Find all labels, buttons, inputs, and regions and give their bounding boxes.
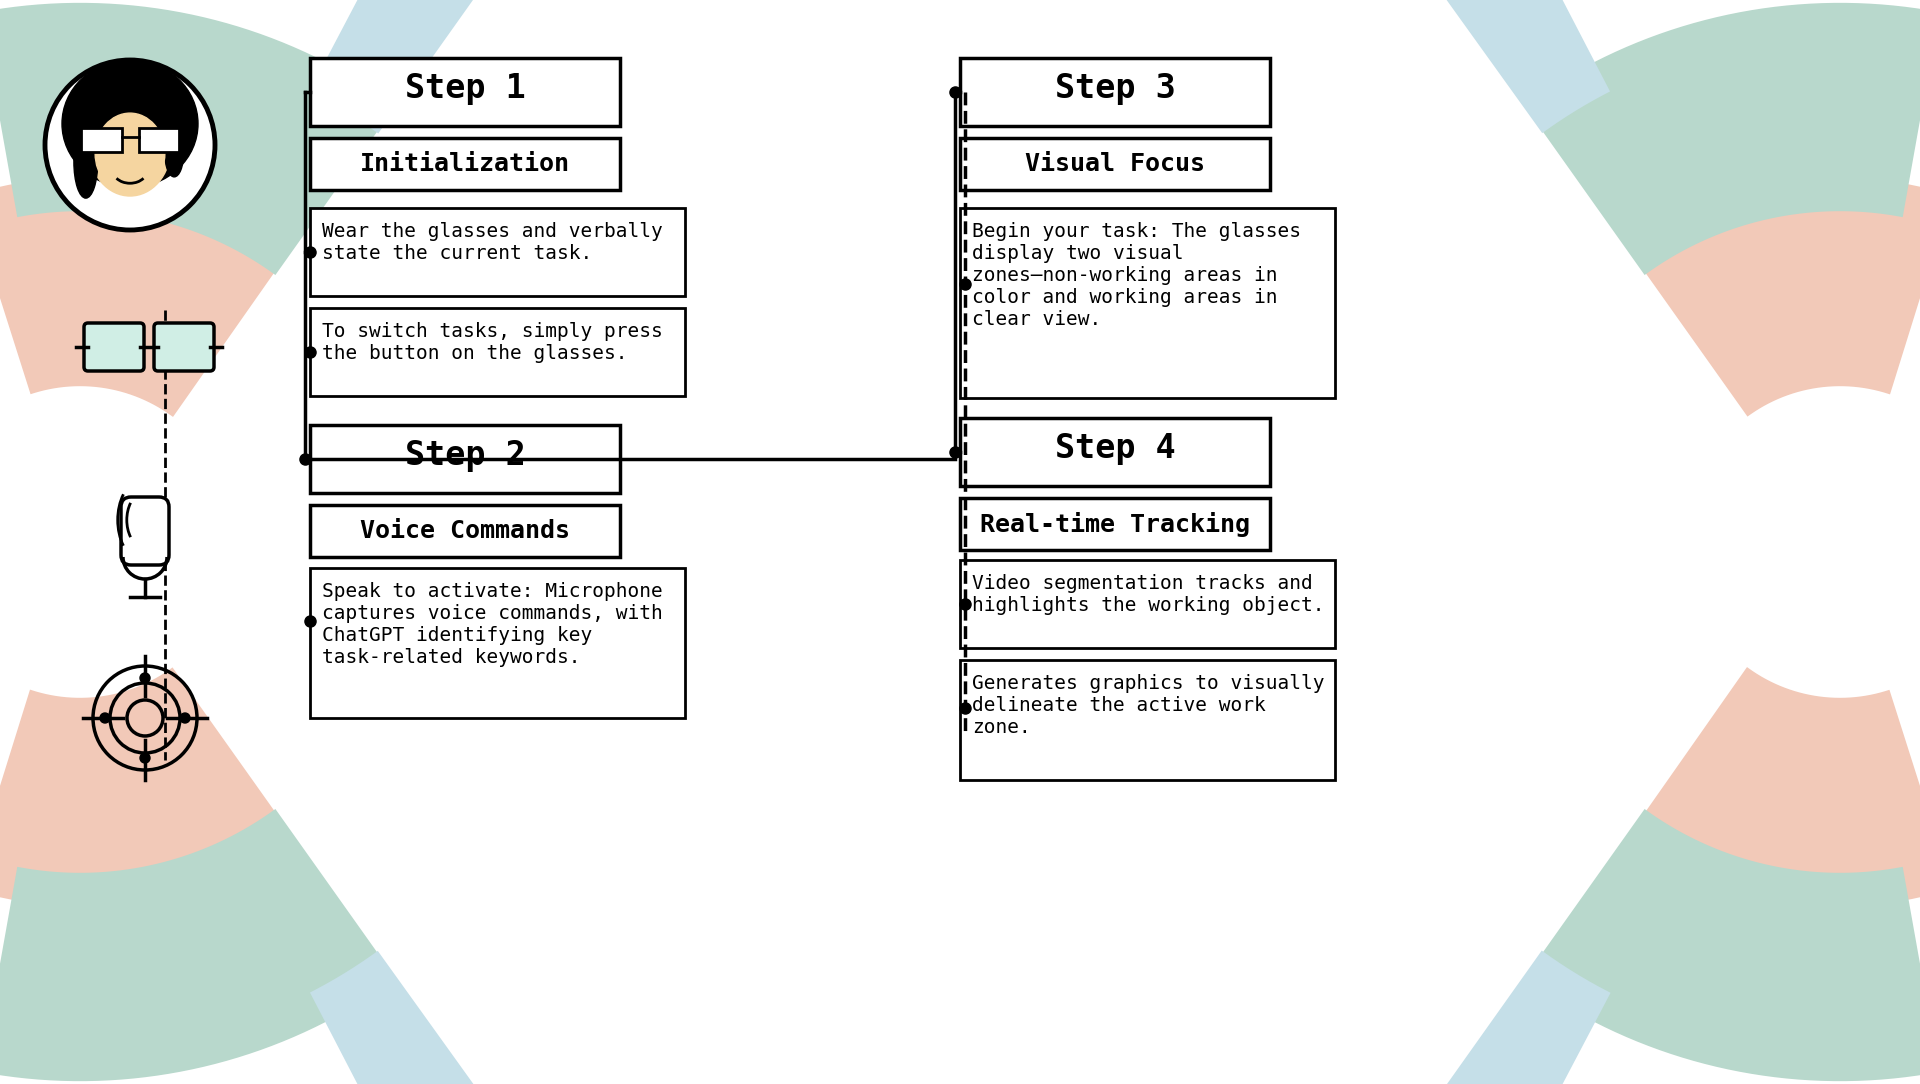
Ellipse shape (73, 126, 98, 198)
FancyBboxPatch shape (309, 425, 620, 493)
FancyBboxPatch shape (309, 568, 685, 718)
Text: To switch tasks, simply press
the button on the glasses.: To switch tasks, simply press the button… (323, 322, 662, 363)
FancyBboxPatch shape (154, 323, 213, 371)
Text: Real-time Tracking: Real-time Tracking (979, 512, 1250, 537)
Circle shape (140, 753, 150, 763)
Bar (81, 128, 121, 152)
Bar (138, 128, 179, 152)
Circle shape (140, 673, 150, 683)
Text: Speak to activate: Microphone
captures voice commands, with
ChatGPT identifying : Speak to activate: Microphone captures v… (323, 582, 662, 667)
Text: Step 2: Step 2 (405, 439, 526, 472)
Ellipse shape (90, 86, 171, 154)
FancyBboxPatch shape (309, 208, 685, 296)
Circle shape (180, 713, 190, 723)
Text: Generates graphics to visually
delineate the active work
zone.: Generates graphics to visually delineate… (972, 674, 1325, 737)
Text: Step 3: Step 3 (1054, 72, 1175, 105)
Text: Initialization: Initialization (361, 152, 570, 176)
FancyBboxPatch shape (960, 560, 1334, 648)
Ellipse shape (61, 60, 198, 188)
FancyBboxPatch shape (309, 308, 685, 396)
FancyBboxPatch shape (960, 418, 1269, 486)
FancyBboxPatch shape (960, 208, 1334, 398)
Circle shape (44, 60, 215, 230)
FancyBboxPatch shape (309, 59, 620, 126)
Circle shape (100, 713, 109, 723)
Ellipse shape (165, 130, 184, 177)
FancyBboxPatch shape (960, 59, 1269, 126)
FancyBboxPatch shape (121, 496, 169, 565)
FancyBboxPatch shape (960, 138, 1269, 190)
Text: Begin your task: The glasses
display two visual
zones–non-working areas in
color: Begin your task: The glasses display two… (972, 222, 1302, 330)
Text: Step 1: Step 1 (405, 72, 526, 105)
FancyBboxPatch shape (309, 138, 620, 190)
FancyBboxPatch shape (960, 660, 1334, 780)
Text: Voice Commands: Voice Commands (361, 519, 570, 543)
FancyBboxPatch shape (309, 505, 620, 557)
Text: Step 4: Step 4 (1054, 433, 1175, 465)
Text: Wear the glasses and verbally
state the current task.: Wear the glasses and verbally state the … (323, 222, 662, 263)
FancyBboxPatch shape (84, 323, 144, 371)
Ellipse shape (90, 103, 171, 196)
FancyBboxPatch shape (960, 498, 1269, 550)
Text: Visual Focus: Visual Focus (1025, 152, 1206, 176)
Text: Video segmentation tracks and
highlights the working object.: Video segmentation tracks and highlights… (972, 575, 1325, 615)
Ellipse shape (96, 113, 165, 194)
